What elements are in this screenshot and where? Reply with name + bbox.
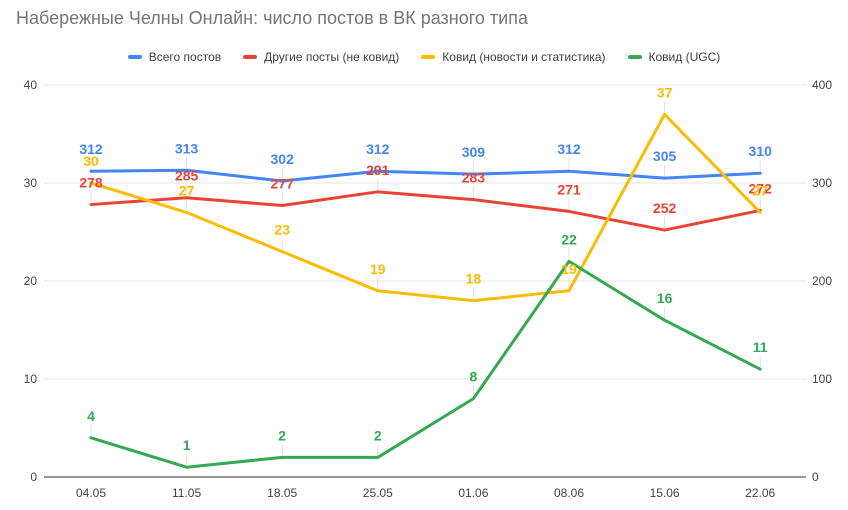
data-label-series-2: 30 [83,153,99,169]
data-label-series-1: 291 [366,162,390,178]
x-axis-tick-label: 18.05 [267,486,297,500]
data-label-series-3: 8 [470,369,478,385]
legend-item-label: Ковид (новости и статистика) [442,50,606,64]
left-axis-tick-label: 20 [24,274,38,288]
series-line-0 [89,168,762,183]
data-label-series-2: 27 [179,182,195,198]
left-axis-tick-label: 30 [24,176,38,190]
data-label-series-0: 312 [366,141,390,157]
data-label-series-2: 37 [657,84,673,100]
series-line-2 [89,112,762,303]
x-axis-tick-label: 11.05 [172,486,201,500]
legend-swatch-icon [421,55,436,59]
legend: Всего постов Другие посты (не ковид) Ковид… [0,48,848,66]
left-axis-tick-label: 10 [24,372,38,386]
data-label-series-0: 305 [653,148,677,164]
legend-swatch-icon [627,55,642,59]
data-label-series-1: 252 [653,200,677,216]
chart-title: Набережные Челны Онлайн: число постов в … [16,8,528,28]
right-axis-tick-label: 0 [812,470,819,484]
data-label-series-3: 11 [753,339,768,355]
legend-item-label: Ковид (UGC) [648,50,721,64]
data-label-series-1: 277 [271,176,295,192]
legend-item-3: Ковид (UGC) [627,50,721,64]
x-axis-tick-label: 08.06 [554,486,584,500]
data-label-series-2: 19 [561,261,577,277]
data-label-series-3: 16 [657,290,673,306]
legend-item-label: Другие посты (не ковид) [264,50,400,64]
x-axis-tick-label: 15.06 [650,486,680,500]
data-label-series-3: 1 [183,437,191,453]
series-line-1 [89,190,762,232]
legend-item-0: Всего постов [127,50,222,64]
data-label-series-1: 285 [175,168,199,184]
x-axis-tick-label: 22.06 [745,486,775,500]
right-axis-tick-label: 300 [812,176,832,190]
right-axis-tick-label: 100 [812,372,832,386]
right-axis-tick-label: 400 [812,78,832,92]
legend-swatch-icon [127,55,142,59]
right-axis-tick-label: 200 [812,274,832,288]
left-axis-tick-label: 0 [30,470,37,484]
data-label-series-2: 23 [274,222,290,238]
data-label-series-2: 18 [466,271,482,287]
legend-item-1: Другие посты (не ковид) [243,50,399,64]
data-label-series-0: 312 [557,141,581,157]
data-label-series-3: 4 [87,408,95,424]
data-label-series-0: 302 [271,151,295,167]
data-label-series-1: 272 [749,180,773,196]
legend-swatch-icon [243,55,258,59]
data-label-series-3: 22 [561,231,577,247]
data-label-series-1: 278 [79,175,103,191]
legend-item-label: Всего постов [148,50,222,64]
series-line-3 [89,259,762,469]
data-label-series-2: 27 [752,182,768,198]
data-label-series-0: 313 [175,140,199,156]
legend-item-2: Ковид (новости и статистика) [421,50,606,64]
data-label-series-0: 312 [79,141,103,157]
left-axis-tick-label: 40 [24,78,38,92]
data-label-series-0: 309 [462,144,486,160]
x-axis-tick-label: 01.06 [458,486,488,500]
data-label-series-2: 19 [370,261,386,277]
data-label-series-1: 283 [462,170,486,186]
data-label-series-0: 310 [749,143,773,159]
x-axis-tick-label: 25.05 [363,486,393,500]
data-label-series-3: 2 [374,427,382,443]
x-axis-tick-label: 04.05 [76,486,106,500]
data-label-series-3: 2 [278,427,286,443]
data-label-series-1: 271 [557,181,581,197]
